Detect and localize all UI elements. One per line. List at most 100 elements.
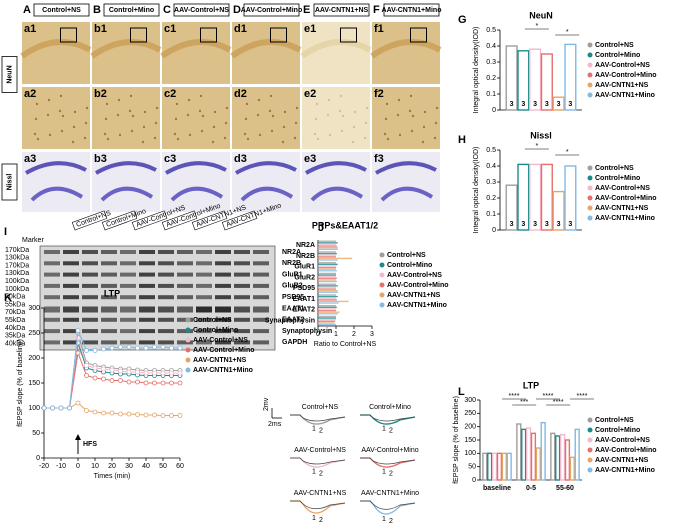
blot-band — [253, 329, 269, 334]
cell-dot — [71, 140, 75, 144]
group-label: AAV-Control+NS — [174, 7, 229, 14]
trace-label: AAV-CNTN1+NS — [294, 490, 347, 497]
protein-label: EAAT2 — [282, 317, 305, 324]
marker-label: Marker — [22, 237, 44, 244]
point — [177, 370, 183, 376]
y-tick-label: 100 — [28, 405, 40, 412]
point — [126, 411, 132, 417]
nissl-layer — [310, 186, 364, 202]
cell-dot — [257, 98, 261, 102]
cell-dot — [155, 106, 159, 110]
point — [152, 412, 157, 418]
n-label: 3 — [545, 101, 549, 108]
blot-band — [177, 306, 193, 313]
panel-letter: L — [458, 386, 465, 398]
kda-label: 100kDa — [5, 278, 29, 285]
cell-dot — [24, 91, 28, 95]
blot-band — [177, 261, 193, 266]
kda-label: 70kDa — [5, 294, 25, 301]
trace-label: AAV-CNTN1+Mino — [361, 490, 419, 497]
y-tick-label: NR2A — [296, 242, 315, 249]
sig-label: *** — [520, 399, 528, 406]
y-tick-label: 0.5 — [486, 27, 496, 34]
point — [177, 413, 183, 418]
cell-dot — [164, 91, 168, 95]
cell-dot — [188, 133, 192, 137]
bar — [564, 165, 577, 231]
cell-dot — [313, 132, 317, 136]
cell-dot — [268, 109, 272, 113]
blot-band — [234, 317, 250, 322]
legend-label: Control+Mino — [595, 52, 640, 59]
point — [126, 369, 132, 375]
protein-label: GAPDH — [282, 339, 307, 346]
blot-band — [215, 272, 231, 277]
legend-marker — [587, 42, 593, 48]
cell-dot — [154, 121, 158, 125]
blot-band — [120, 340, 136, 345]
cell-dot — [364, 121, 368, 125]
legend-label: AAV-CNTN1+NS — [595, 205, 649, 212]
trace-label: Control+NS — [302, 404, 339, 411]
blot-band — [196, 329, 212, 334]
kda-label: 130kDa — [5, 255, 29, 262]
x-tick-label: 3 — [370, 331, 374, 338]
panel-letter: H — [458, 134, 466, 146]
bar — [318, 306, 337, 309]
x-tick-label: -20 — [39, 463, 49, 470]
point — [169, 370, 174, 376]
legend-marker — [587, 205, 593, 211]
y-tick-label: 250 — [28, 330, 40, 337]
blot-band — [82, 250, 98, 254]
kda-label: 55kDa — [5, 317, 25, 324]
blot-band — [196, 295, 212, 300]
micrograph — [162, 87, 230, 149]
legend-label: AAV-Control+NS — [595, 62, 650, 69]
bar — [318, 294, 336, 296]
x-tick-label: 40 — [142, 463, 150, 470]
point — [109, 345, 115, 351]
panel-letter: G — [458, 14, 467, 26]
bar — [318, 283, 336, 285]
cell-dot — [281, 140, 285, 144]
point — [143, 345, 149, 351]
panel-letter: C — [163, 4, 171, 16]
blot-band — [63, 261, 79, 266]
cell-dot — [383, 132, 387, 136]
point — [101, 410, 106, 416]
y-axis-label: fEPSP slope (% of baseline) — [17, 339, 24, 427]
bar — [552, 96, 565, 111]
point — [84, 408, 89, 413]
legend-marker — [587, 467, 593, 473]
group-box — [33, 3, 90, 17]
bar — [529, 48, 542, 111]
blot-band — [158, 283, 174, 288]
chart-title: LTP — [523, 380, 539, 390]
x-tick-label: 1 — [334, 331, 338, 338]
tissue-band — [90, 38, 162, 59]
micrograph — [162, 22, 230, 84]
legend-label: AAV-CNTN1+Mino — [595, 215, 655, 222]
legend-label: AAV-Control+Mino — [595, 72, 657, 79]
blot-band — [158, 306, 174, 313]
point — [143, 412, 149, 418]
legend-label: AAV-Control+NS — [193, 337, 248, 344]
blot-band — [196, 340, 212, 345]
cell-label: a2 — [24, 88, 36, 100]
point — [169, 345, 174, 351]
blot-band — [253, 340, 269, 345]
lane-box — [71, 210, 108, 231]
bar — [564, 439, 571, 481]
micrograph — [232, 87, 300, 149]
cell-dot — [421, 140, 425, 144]
blot-band — [44, 261, 60, 266]
trace-marker: 1 — [312, 469, 316, 476]
nissl-layer — [374, 161, 437, 175]
bar — [318, 289, 338, 292]
trace — [290, 500, 346, 510]
bar — [318, 295, 338, 298]
trace-marker: 2 — [319, 428, 323, 435]
micrograph — [302, 22, 370, 84]
inset-box — [340, 27, 357, 43]
point — [118, 344, 123, 350]
